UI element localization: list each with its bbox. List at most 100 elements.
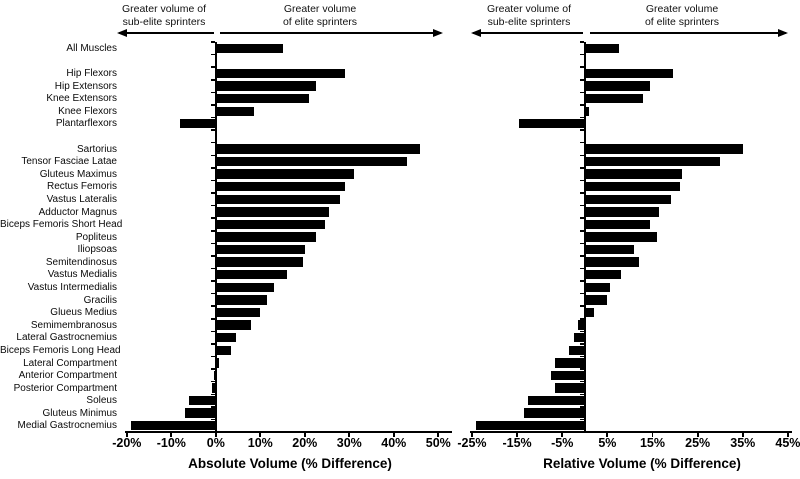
- x-axis-line: [470, 430, 792, 433]
- y-axis-tick: [210, 104, 216, 106]
- category-label-gracilis: Gracilis: [83, 294, 117, 306]
- bar-lateral-gastrocnemius: [573, 332, 585, 343]
- y-axis-tick: [579, 167, 585, 169]
- y-axis-tick: [579, 318, 585, 320]
- category-label-adductor-magnus: Adductor Magnus: [38, 206, 117, 218]
- y-axis-tick: [210, 305, 216, 307]
- category-label-posterior-compartment: Posterior Compartment: [13, 382, 117, 394]
- y-axis-tick: [579, 255, 585, 257]
- category-label-popliteus: Popliteus: [75, 231, 117, 243]
- y-axis-tick: [579, 368, 585, 370]
- y-axis-tick: [210, 41, 216, 43]
- bar-soleus: [528, 395, 585, 406]
- y-axis-tick: [210, 393, 216, 396]
- x-axis-title: Relative Volume (% Difference): [543, 456, 741, 471]
- bar-vastus-lateralis: [584, 194, 671, 204]
- x-axis-tick-label: 30%: [336, 436, 362, 450]
- bar-rectus-femoris: [215, 181, 345, 192]
- x-axis-tick-label: -20%: [112, 436, 142, 450]
- y-axis-tick: [210, 167, 216, 169]
- bar-popliteus: [215, 232, 316, 242]
- y-axis-tick: [210, 53, 216, 56]
- category-label-semimembranosus: Semimembranosus: [30, 319, 117, 331]
- right-arrow-icon: [589, 29, 788, 37]
- y-axis-tick: [579, 431, 585, 433]
- bar-anterior-compartment: [214, 370, 216, 381]
- y-axis-tick: [210, 292, 216, 295]
- bar-adductor-magnus: [215, 207, 330, 217]
- x-axis-tick-label: 45%: [775, 436, 800, 450]
- x-axis-tick-label: 15%: [639, 436, 666, 450]
- y-axis-tick: [579, 418, 585, 421]
- bar-iliopsoas: [215, 244, 305, 255]
- x-axis-tick: [696, 432, 699, 437]
- x-axis-tick: [606, 432, 609, 437]
- category-label-medial-gastrocnemius: Medial Gastrocnemius: [17, 420, 117, 432]
- category-label-hip-extensors: Hip Extensors: [54, 80, 117, 92]
- category-label-semitendinosus: Semitendinosus: [45, 256, 117, 268]
- bar-popliteus: [584, 232, 658, 242]
- y-axis-tick: [579, 380, 585, 383]
- category-label-vastus-lateralis: Vastus Lateralis: [46, 193, 117, 205]
- bar-plantarflexors: [180, 119, 216, 129]
- category-label-vastus-intermedialis: Vastus Intermedialis: [27, 282, 117, 294]
- y-axis-tick: [210, 154, 216, 157]
- y-axis-tick: [210, 267, 216, 270]
- x-axis-tick: [741, 432, 744, 437]
- y-axis-tick: [210, 431, 216, 433]
- x-axis-tick-label: 40%: [381, 436, 407, 450]
- bar-gracilis: [215, 295, 267, 305]
- bar-plantarflexors: [519, 119, 585, 129]
- bar-semimembranosus: [578, 320, 585, 330]
- y-axis-tick: [210, 368, 216, 370]
- y-axis-tick: [210, 230, 216, 232]
- y-axis-tick: [579, 305, 585, 307]
- y-axis-tick: [210, 255, 216, 257]
- bar-biceps-femoris-short-head: [584, 219, 651, 230]
- bar-tensor-fasciae-latae: [584, 156, 721, 167]
- y-axis-tick: [210, 204, 216, 207]
- bar-hip-flexors: [215, 68, 345, 79]
- bar-vastus-intermedialis: [584, 282, 610, 293]
- x-axis-tick-label: -15%: [502, 436, 532, 450]
- y-axis-tick: [210, 330, 216, 333]
- bar-gluteus-maximus: [215, 169, 354, 179]
- x-axis-tick: [516, 432, 518, 437]
- y-axis-tick: [210, 141, 216, 144]
- x-axis-title: Absolute Volume (% Difference): [188, 456, 392, 471]
- bar-all-muscles: [215, 43, 283, 53]
- y-axis-tick: [579, 267, 585, 270]
- bar-adductor-magnus: [584, 207, 660, 217]
- x-axis-tick-label: 35%: [730, 436, 756, 450]
- y-axis-tick: [579, 79, 585, 81]
- y-axis-tick: [579, 393, 585, 396]
- y-axis-tick: [210, 318, 216, 320]
- category-label-biceps-femoris-long-head: Biceps Femoris Long Head: [0, 344, 121, 356]
- bar-biceps-femoris-short-head: [215, 219, 325, 230]
- x-axis-tick-label: 10%: [247, 436, 273, 450]
- x-axis-tick: [651, 432, 654, 437]
- x-axis-tick: [471, 432, 473, 437]
- y-axis-tick: [210, 406, 216, 408]
- category-label-lateral-gastrocnemius: Lateral Gastrocnemius: [16, 332, 117, 344]
- y-axis-tick: [210, 242, 216, 245]
- x-axis-tick: [125, 432, 128, 437]
- category-label-soleus: Soleus: [86, 395, 117, 407]
- y-axis-tick: [579, 330, 585, 333]
- bar-vastus-medialis: [215, 270, 287, 280]
- y-axis-tick: [579, 280, 585, 282]
- x-axis-tick: [348, 432, 351, 437]
- y-axis-tick: [210, 179, 216, 182]
- x-axis-tick-label: -5%: [551, 436, 574, 450]
- bar-soleus: [189, 395, 216, 406]
- y-axis-tick: [210, 217, 216, 219]
- category-label-gluteus-minimus: Gluteus Minimus: [42, 407, 117, 419]
- bar-lateral-compartment: [555, 358, 585, 368]
- bar-glueus-medius: [584, 307, 594, 318]
- y-axis-tick: [579, 179, 585, 182]
- category-label-vastus-medialis: Vastus Medialis: [47, 269, 117, 281]
- bar-semitendinosus: [215, 257, 303, 267]
- x-axis-line: [125, 430, 452, 433]
- bar-biceps-femoris-long-head: [569, 345, 585, 355]
- x-axis-tick: [214, 432, 217, 437]
